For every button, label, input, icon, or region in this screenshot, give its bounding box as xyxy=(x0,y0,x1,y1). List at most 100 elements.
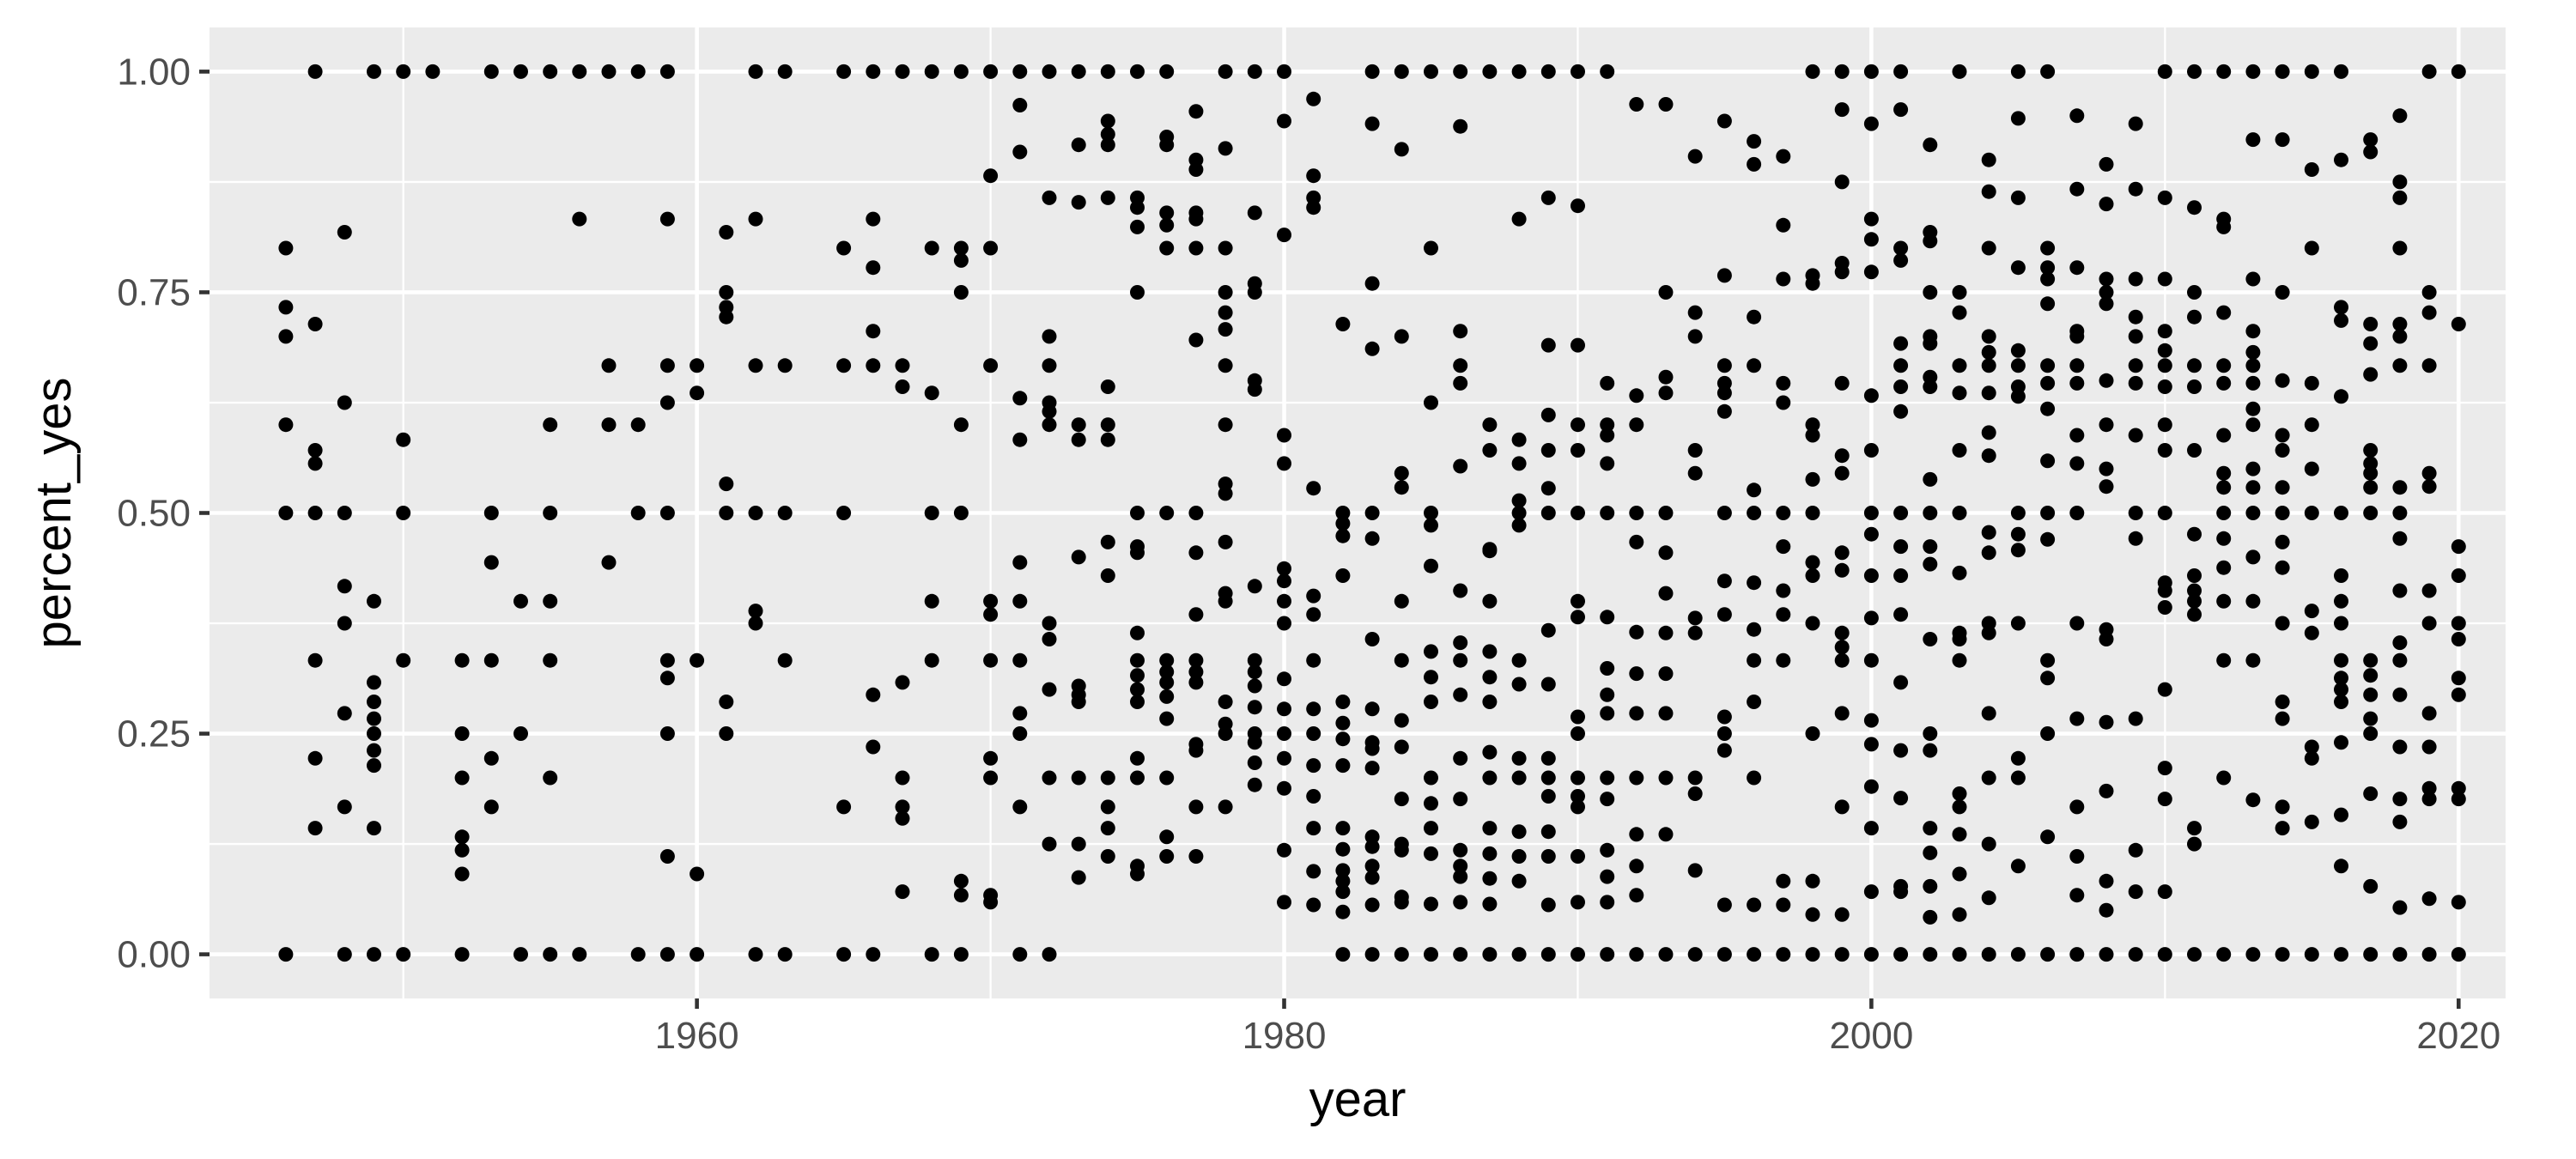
data-point xyxy=(1893,947,1909,962)
data-point xyxy=(1071,836,1086,852)
data-point xyxy=(1687,329,1703,344)
data-point xyxy=(2099,197,2114,212)
data-point xyxy=(2216,465,2232,481)
data-point xyxy=(483,64,499,79)
data-point xyxy=(953,888,969,903)
data-point xyxy=(2040,240,2056,256)
data-point xyxy=(1453,687,1468,702)
data-point xyxy=(1511,64,1527,79)
data-point xyxy=(1511,456,1527,471)
data-point xyxy=(895,675,910,690)
data-point xyxy=(1923,137,1938,153)
data-point xyxy=(337,706,352,721)
data-point xyxy=(1335,528,1351,543)
data-point xyxy=(1364,116,1380,131)
data-point xyxy=(2392,108,2408,124)
data-point xyxy=(1453,64,1468,79)
data-point xyxy=(1805,64,1820,79)
data-point xyxy=(1923,471,1938,487)
data-point xyxy=(1658,827,1674,842)
data-point xyxy=(659,671,675,686)
data-point xyxy=(2363,336,2379,351)
data-point xyxy=(1923,845,1938,860)
data-point xyxy=(1952,947,1967,962)
data-point xyxy=(1247,700,1262,715)
data-point xyxy=(1600,947,1615,962)
data-point xyxy=(307,64,323,79)
data-point xyxy=(1071,549,1086,565)
data-point xyxy=(1923,743,1938,758)
data-point xyxy=(1130,695,1145,709)
data-point xyxy=(1071,137,1086,153)
data-point xyxy=(1188,607,1204,622)
data-point xyxy=(396,64,411,79)
data-point xyxy=(1863,568,1879,583)
data-point xyxy=(895,810,910,826)
data-point xyxy=(2128,506,2143,520)
data-point xyxy=(2334,506,2348,520)
data-point xyxy=(1306,91,1321,106)
data-point xyxy=(2069,947,2085,962)
data-point xyxy=(1159,217,1175,233)
data-point xyxy=(2304,814,2319,829)
data-point xyxy=(1218,358,1233,373)
data-point xyxy=(1747,897,1762,913)
data-point xyxy=(2245,461,2261,476)
data-point xyxy=(601,64,617,79)
data-point xyxy=(1188,240,1204,256)
data-point xyxy=(2216,593,2232,609)
axis-ticks xyxy=(199,70,2461,1009)
data-point xyxy=(2245,271,2261,287)
data-point xyxy=(1306,701,1321,717)
data-point xyxy=(337,395,352,410)
data-point xyxy=(719,309,734,325)
data-point xyxy=(1482,744,1498,760)
data-point xyxy=(1893,743,1909,758)
data-point xyxy=(367,675,381,690)
data-point xyxy=(1394,652,1409,668)
data-point xyxy=(1540,481,1556,496)
data-point xyxy=(2187,593,2202,609)
data-point xyxy=(2245,947,2261,962)
data-point xyxy=(1306,789,1321,804)
tick-labels: 1960 1980 2000 2020 0.00 0.25 0.50 0.75 1.00 xyxy=(117,51,2500,1057)
data-point xyxy=(1863,116,1879,131)
data-point xyxy=(1042,358,1057,373)
data-point xyxy=(748,211,763,227)
data-point xyxy=(2187,200,2202,215)
data-point xyxy=(719,695,734,709)
data-point xyxy=(2099,632,2114,646)
data-point xyxy=(1658,947,1674,962)
data-point xyxy=(2334,947,2348,962)
data-point xyxy=(1600,506,1615,520)
data-point xyxy=(1100,799,1115,815)
data-point xyxy=(748,506,763,520)
data-point xyxy=(2216,375,2232,391)
data-point xyxy=(2245,344,2261,360)
data-point xyxy=(1747,134,1762,149)
data-point xyxy=(278,506,294,520)
data-point xyxy=(1540,897,1556,913)
data-point xyxy=(1364,839,1380,854)
data-point xyxy=(2363,726,2379,741)
data-point xyxy=(1952,786,1967,801)
data-point xyxy=(1247,382,1262,397)
data-point xyxy=(2392,174,2408,190)
data-point xyxy=(601,417,617,433)
data-point xyxy=(1540,506,1556,520)
data-point xyxy=(1364,506,1380,520)
data-point xyxy=(2187,443,2202,458)
data-point xyxy=(2334,682,2348,697)
data-point xyxy=(1306,652,1321,668)
data-point xyxy=(1716,726,1732,741)
data-point xyxy=(2216,652,2232,668)
data-point xyxy=(2245,506,2261,520)
data-point xyxy=(2040,260,2056,276)
data-point xyxy=(659,652,675,668)
data-point xyxy=(2128,842,2143,858)
data-point xyxy=(2245,375,2261,391)
data-point xyxy=(2157,358,2172,373)
data-point xyxy=(953,252,969,268)
data-point xyxy=(1511,432,1527,447)
data-point xyxy=(2275,64,2290,79)
